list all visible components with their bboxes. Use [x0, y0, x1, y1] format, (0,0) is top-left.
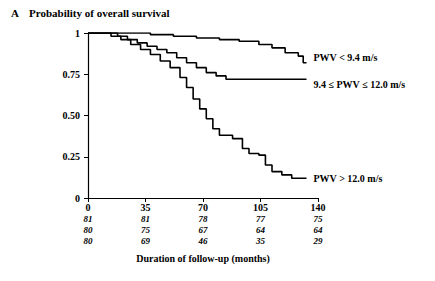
svg-text:PWV < 9.4 m/s: PWV < 9.4 m/s [314, 52, 378, 63]
svg-text:35: 35 [141, 202, 151, 213]
svg-text:75: 75 [314, 214, 324, 224]
svg-text:0: 0 [75, 193, 80, 204]
svg-text:70: 70 [198, 202, 208, 213]
svg-text:140: 140 [311, 202, 326, 213]
svg-text:0.75: 0.75 [63, 69, 81, 80]
svg-text:81: 81 [141, 214, 150, 224]
svg-text:9.4 ≤ PWV ≤ 12.0 m/s: 9.4 ≤ PWV ≤ 12.0 m/s [314, 79, 406, 90]
svg-text:A: A [11, 7, 19, 19]
svg-text:0: 0 [86, 202, 91, 213]
svg-text:Probability of overall surviva: Probability of overall survival [29, 7, 170, 19]
svg-text:29: 29 [313, 236, 324, 246]
svg-text:80: 80 [84, 225, 94, 235]
svg-text:1: 1 [75, 28, 80, 39]
svg-text:64: 64 [314, 225, 324, 235]
svg-text:67: 67 [199, 225, 209, 235]
svg-text:80: 80 [84, 236, 94, 246]
svg-text:0.25: 0.25 [63, 151, 81, 162]
svg-text:81: 81 [84, 214, 93, 224]
svg-text:46: 46 [198, 236, 209, 246]
svg-text:Duration of follow-up (months): Duration of follow-up (months) [136, 253, 270, 265]
svg-text:69: 69 [141, 236, 151, 246]
svg-text:PWV > 12.0 m/s: PWV > 12.0 m/s [314, 173, 383, 184]
svg-text:105: 105 [253, 202, 268, 213]
svg-text:77: 77 [256, 214, 266, 224]
svg-text:0.50: 0.50 [63, 110, 81, 121]
svg-text:64: 64 [256, 225, 266, 235]
svg-text:78: 78 [199, 214, 209, 224]
svg-text:75: 75 [141, 225, 151, 235]
svg-text:35: 35 [255, 236, 266, 246]
